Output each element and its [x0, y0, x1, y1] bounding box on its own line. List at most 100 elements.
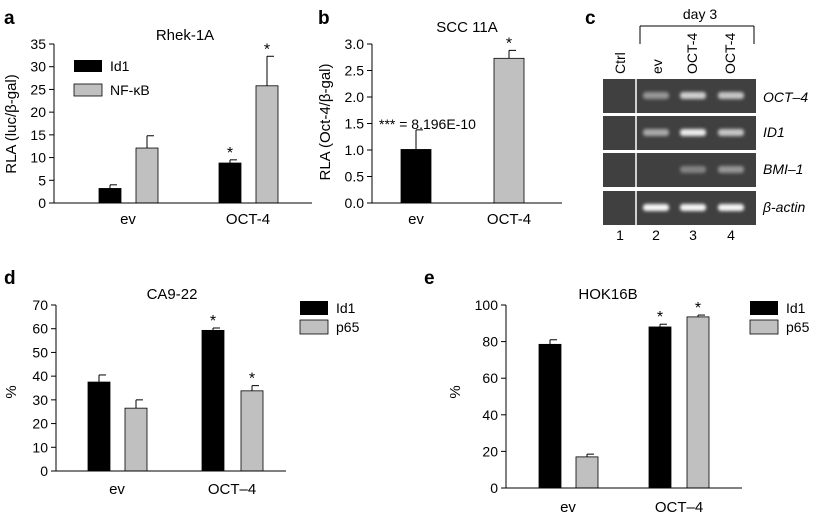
chart-e-ytick-label: 80: [482, 334, 498, 350]
chart-e-bar: [538, 343, 562, 489]
gel-gene-bactin: β-actin: [762, 199, 805, 215]
chart-b-ylabel: RLA (Oct-4/β-gal): [317, 64, 334, 181]
chart-d-title: CA9-22: [147, 286, 198, 303]
legend-d-id1: Id1: [336, 300, 356, 316]
gel-band: [718, 204, 744, 211]
chart-d-ytick-label: 60: [32, 321, 48, 337]
panel-label-e: e: [424, 268, 435, 289]
gel-lane-2-label: ev: [649, 59, 665, 74]
chart-a-bar: [98, 188, 122, 204]
chart-b-ytick-label: 0.0: [345, 195, 365, 211]
chart-e-bar: [575, 456, 599, 489]
chart-a-ytick-label: 30: [30, 59, 46, 75]
gel-band: [718, 166, 744, 173]
chart-a-ylabel: RLA (luc/β-gal): [3, 74, 20, 174]
chart-d-significance: *: [210, 313, 216, 330]
legend-d-swatch-p65: [299, 319, 329, 335]
legend-e-p65: p65: [786, 319, 810, 335]
chart-b-category-label: OCT-4: [487, 211, 531, 228]
panel-label-a: a: [4, 8, 15, 29]
legend-e-id1: Id1: [786, 300, 806, 316]
chart-b-bar: [493, 57, 525, 204]
chart-a-categories: ev OCT-4: [120, 211, 270, 228]
legend-a-id1: Id1: [110, 58, 130, 74]
gel-rows: [603, 79, 756, 225]
chart-e-yticks: 0 20 40 60 80 100: [475, 297, 506, 496]
gel-band: [643, 92, 669, 99]
gel-lane-num-4: 4: [727, 227, 735, 243]
gel-gene-id1: ID1: [763, 124, 785, 140]
chart-d-bar: [124, 407, 148, 472]
chart-d-ylabel: %: [3, 385, 20, 398]
chart-a-ytick-label: 15: [30, 127, 46, 143]
chart-d-bar: [201, 329, 225, 472]
chart-d-bar: [87, 381, 111, 472]
chart-e-category-label: OCT–4: [655, 499, 703, 516]
chart-a-bar: [218, 162, 242, 204]
chart-b-bars: *: [400, 35, 525, 204]
gel-lane-3-label: OCT-4: [684, 33, 700, 74]
gel-c: day 3 Ctrl ev OCT-4 OCT-4 OCT–4 ID1 BMI–…: [603, 6, 808, 243]
gel-band: [718, 129, 744, 136]
chart-a-significance: *: [227, 145, 233, 162]
chart-b-category-label: ev: [408, 211, 424, 228]
chart-a-bar: [255, 85, 279, 204]
chart-a-bars: **: [98, 41, 279, 204]
legend-a-swatch-nfkb: [73, 83, 103, 97]
chart-a-yticks: 0 5 10 15 20 25 30 35: [30, 36, 54, 211]
chart-d-ytick-label: 0: [40, 463, 48, 479]
gel-lane-num-1: 1: [616, 227, 624, 243]
gel-lane-num-2: 2: [652, 227, 660, 243]
chart-a-title: Rhek-1A: [156, 27, 214, 44]
panel-label-c: c: [585, 8, 596, 29]
chart-d-categories: ev OCT–4: [109, 481, 256, 498]
gel-lane-num-3: 3: [689, 227, 697, 243]
legend-e-swatch-p65: [749, 319, 779, 335]
chart-d-ytick-label: 50: [32, 344, 48, 360]
chart-d-legend: Id1 p65: [299, 300, 360, 335]
chart-d-bar: [240, 390, 264, 472]
chart-b-ytick-label: 1.0: [345, 142, 365, 158]
legend-d-p65: p65: [336, 319, 360, 335]
gel-gene-oct4: OCT–4: [763, 89, 808, 105]
chart-b-annotation: *** = 8.196E-10: [379, 116, 476, 132]
chart-a-ytick-label: 0: [38, 195, 46, 211]
chart-d-category-label: ev: [109, 481, 125, 498]
chart-d-ytick-label: 10: [32, 439, 48, 455]
chart-a-bar: [135, 147, 159, 204]
chart-a-ytick-label: 25: [30, 81, 46, 97]
chart-a-ytick-label: 5: [38, 172, 46, 188]
chart-b-ytick-label: 2.5: [345, 63, 365, 79]
chart-d-ytick-label: 20: [32, 416, 48, 432]
chart-a-category-label: OCT-4: [226, 211, 270, 228]
chart-b-ytick-label: 1.5: [345, 116, 365, 132]
legend-d-swatch-id1: [300, 301, 328, 315]
gel-band: [643, 129, 669, 136]
chart-b-bar: [400, 149, 432, 204]
legend-e-swatch-id1: [750, 301, 778, 315]
chart-d-yticks: 0 10 20 30 40 50 60 70: [32, 297, 56, 479]
chart-e-significance: *: [695, 300, 701, 317]
chart-a-ytick-label: 35: [30, 36, 46, 52]
chart-a-category-label: ev: [120, 211, 136, 228]
gel-band: [643, 204, 669, 211]
chart-e-title: HOK16B: [578, 286, 637, 303]
gel-lane-4-label: OCT-4: [722, 33, 738, 74]
chart-d-bars: **: [87, 313, 264, 472]
chart-a-legend: Id1 NF-κB: [73, 58, 150, 98]
chart-b-categories: ev OCT-4: [408, 211, 531, 228]
chart-e-ytick-label: 0: [490, 480, 498, 496]
chart-e-significance: *: [657, 309, 663, 326]
chart-a-ytick-label: 20: [30, 104, 46, 120]
gel-band: [718, 92, 744, 99]
legend-a-nfkb: NF-κB: [110, 82, 150, 98]
chart-b: SCC 11A RLA (Oct-4/β-gal) 0.0 0.5 1.0 1.5 2.…: [317, 19, 562, 228]
chart-b-significance: *: [506, 35, 512, 52]
gel-band: [680, 204, 706, 211]
chart-a-ytick-label: 10: [30, 150, 46, 166]
chart-d-category-label: OCT–4: [208, 481, 256, 498]
chart-b-yticks: 0.0 0.5 1.0 1.5 2.0 2.5 3.0: [345, 36, 372, 211]
